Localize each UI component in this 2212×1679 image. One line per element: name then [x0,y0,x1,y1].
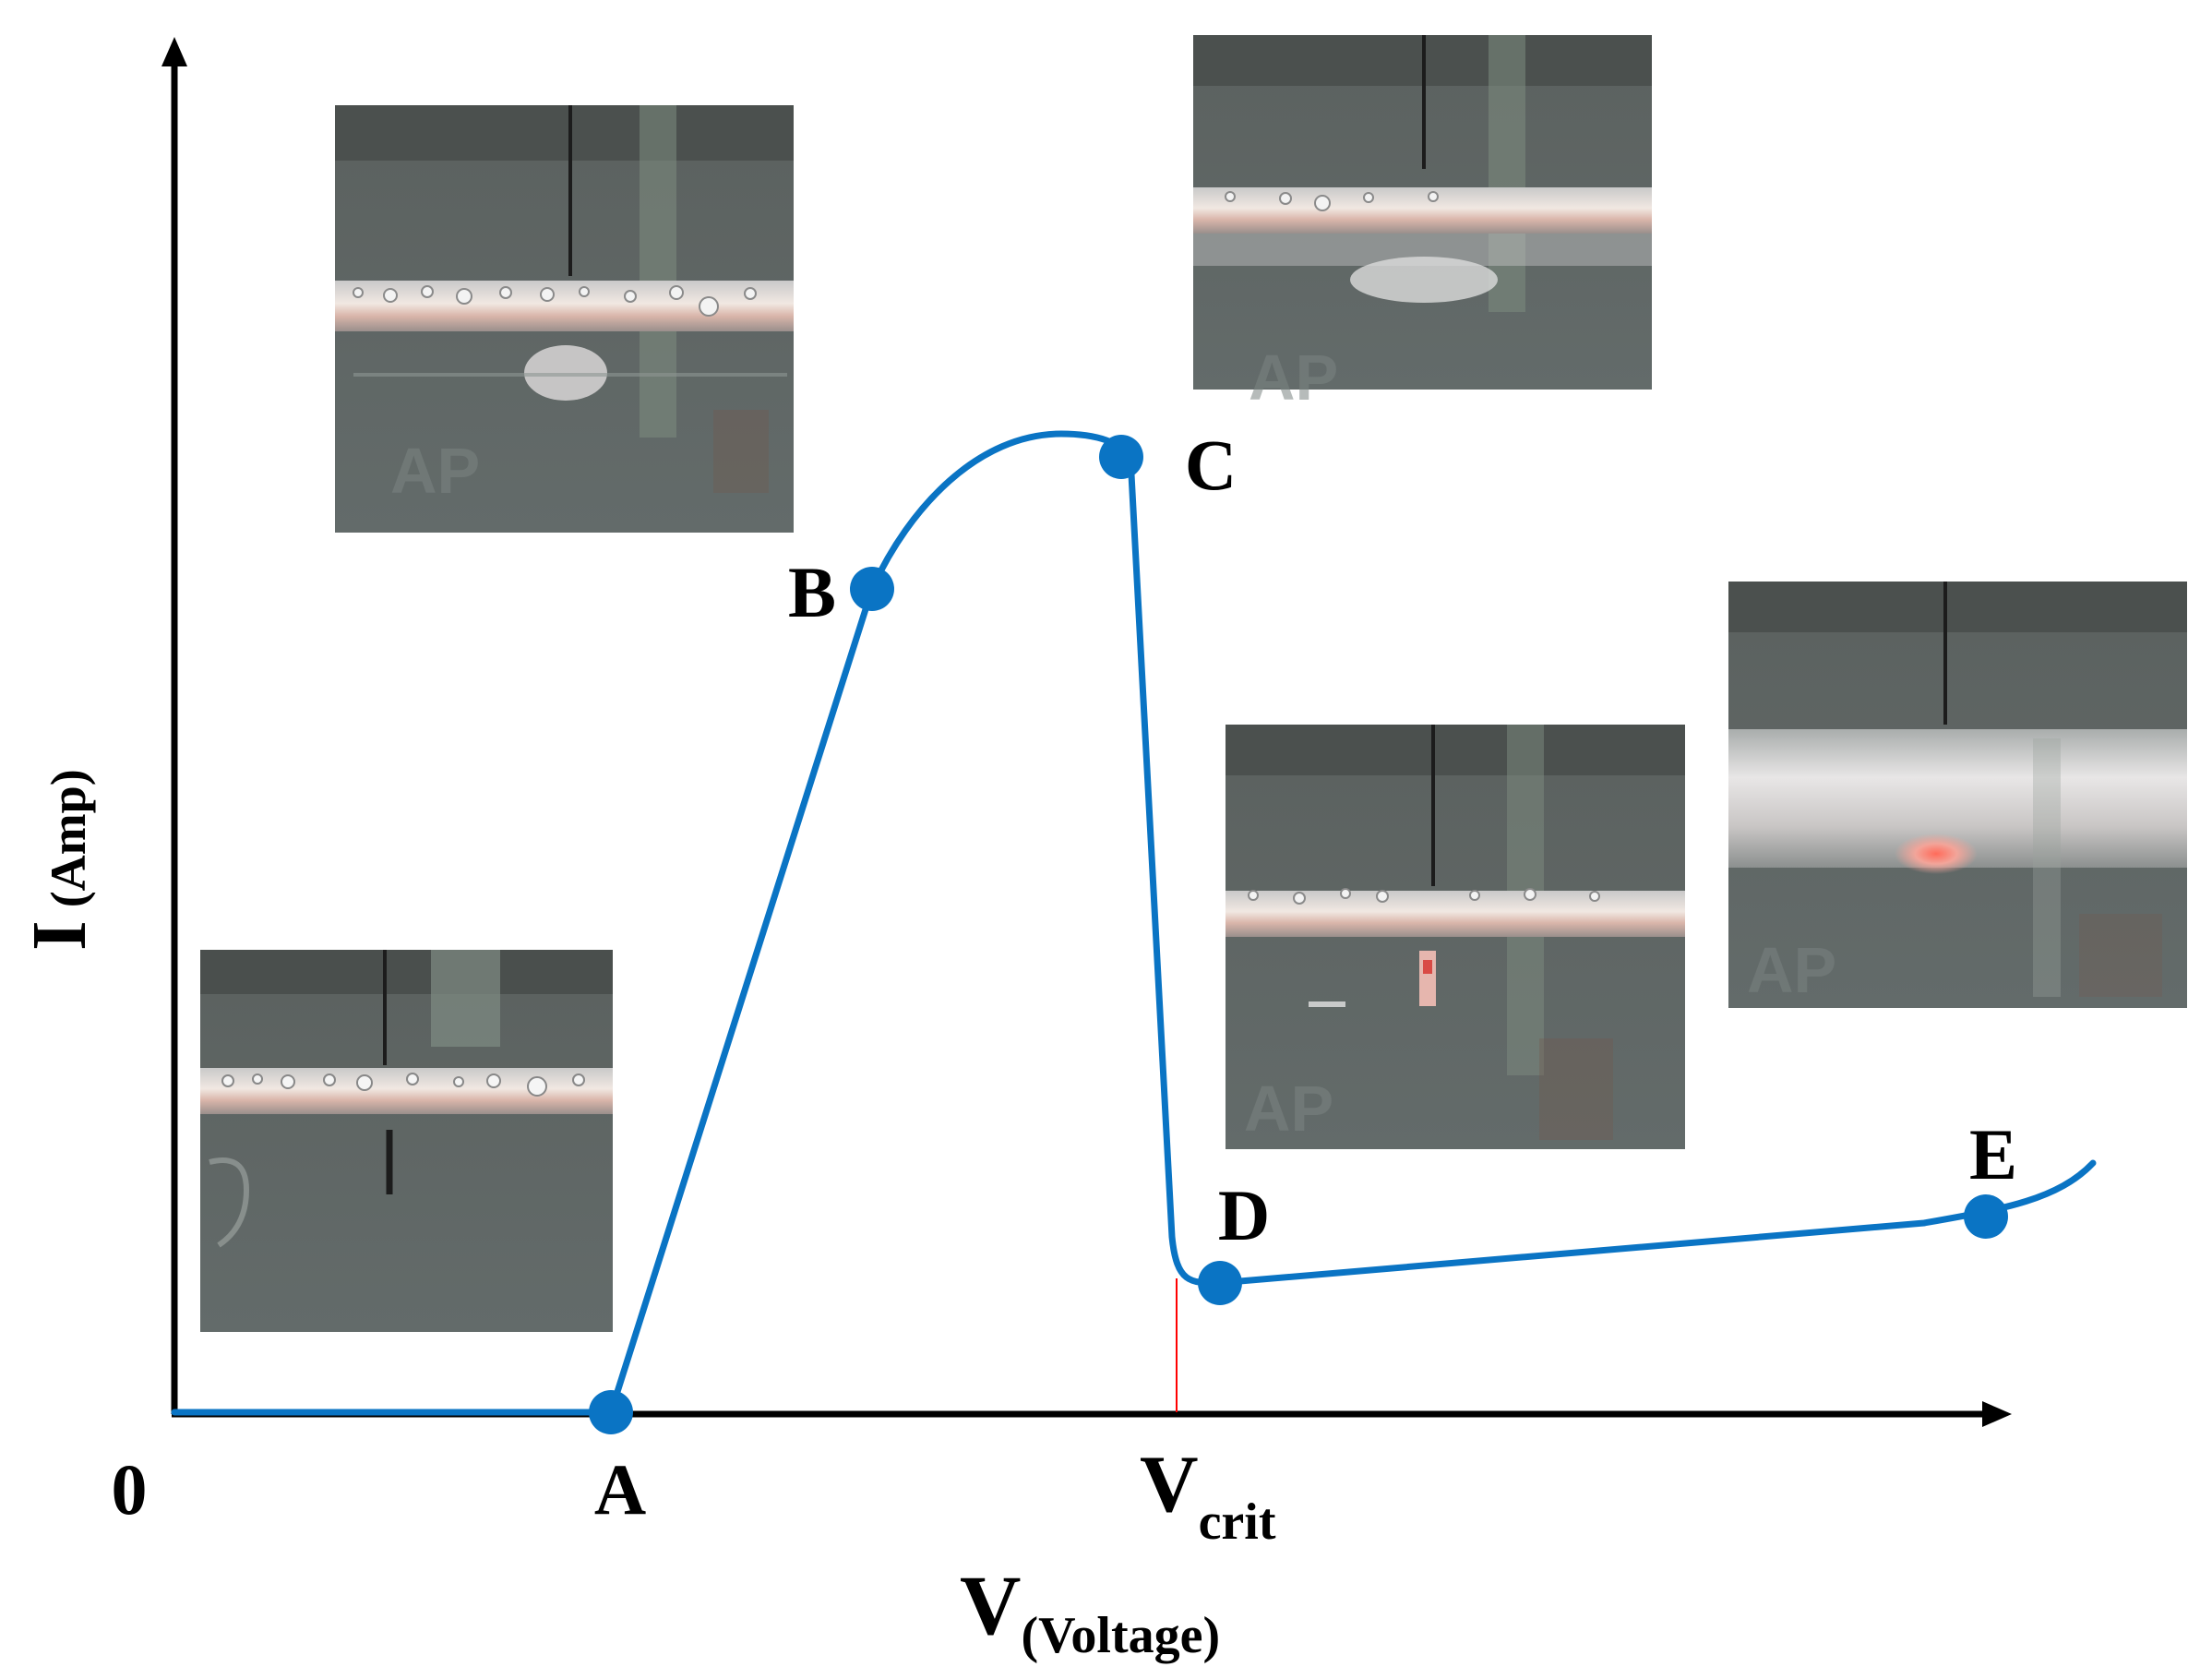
point-d-label: D [1218,1175,1270,1255]
point-c-marker [1099,435,1143,479]
origin-label: 0 [112,1449,148,1529]
y-axis-label-main: I [17,920,102,951]
svg-text:AP: AP [1747,934,1836,1006]
photo-stage-d: AP [1226,725,1685,1149]
vcrit-label-sub: crit [1199,1493,1276,1551]
vcrit-label-main: V [1140,1440,1199,1529]
point-e-label: E [1969,1114,2017,1194]
photo-stage-e: AP [1728,582,2187,1008]
y-axis-label-sub: (Amp) [41,769,96,907]
point-c-label: C [1185,425,1237,505]
point-b-marker [850,567,894,611]
point-b-label: B [788,552,836,632]
point-d-marker [1198,1261,1242,1305]
x-axis-arrowhead [1982,1401,2012,1427]
vcrit-label: Vcrit [1140,1440,1276,1551]
photo-stage-a [200,950,613,1332]
point-e-marker [1964,1194,2008,1239]
y-axis-label: I (Amp) [17,769,102,951]
photo-stage-c: AP [1193,35,1652,414]
x-axis-label-sub: (Voltage) [1021,1607,1220,1664]
svg-text:AP: AP [1249,342,1338,414]
x-axis-label-main: V [960,1558,1021,1652]
y-axis-arrowhead [161,37,187,66]
point-a-marker [589,1390,633,1434]
x-axis-label: V(Voltage) [960,1558,1220,1664]
photo-stage-b: AP [335,105,794,533]
point-a-label: A [594,1449,646,1529]
svg-text:AP: AP [1244,1073,1333,1145]
svg-text:AP: AP [390,435,480,507]
